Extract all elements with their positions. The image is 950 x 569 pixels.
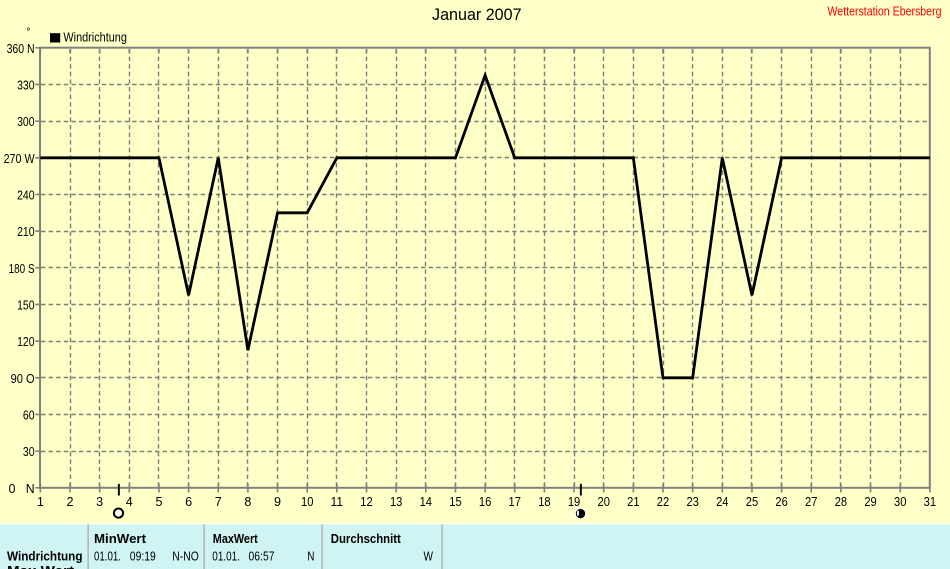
svg-text:14: 14 <box>420 495 432 509</box>
svg-text:17: 17 <box>509 495 521 509</box>
svg-text:31: 31 <box>924 495 936 509</box>
svg-text:13: 13 <box>390 495 402 509</box>
svg-text:7: 7 <box>215 495 222 509</box>
svg-text:°: ° <box>26 26 30 38</box>
svg-text:01.01.: 01.01. <box>212 549 240 563</box>
svg-text:8: 8 <box>244 495 251 509</box>
svg-text:Januar 2007: Januar 2007 <box>432 5 522 24</box>
svg-text:20: 20 <box>598 495 610 509</box>
svg-text:0 N: 0 N <box>9 482 35 496</box>
svg-text:1: 1 <box>37 495 44 509</box>
svg-text:60: 60 <box>23 409 35 423</box>
svg-text:06:57: 06:57 <box>249 549 275 563</box>
svg-text:29: 29 <box>864 495 876 509</box>
svg-text:25: 25 <box>746 495 758 509</box>
svg-text:01.01.: 01.01. <box>94 549 121 563</box>
svg-text:240: 240 <box>17 189 35 203</box>
svg-text:N: N <box>307 549 314 563</box>
svg-text:Windrichtung: Windrichtung <box>7 549 83 563</box>
svg-text:23: 23 <box>686 495 698 509</box>
svg-text:30: 30 <box>23 445 35 459</box>
svg-text:30: 30 <box>894 495 906 509</box>
svg-text:Windrichtung: Windrichtung <box>63 29 127 44</box>
svg-text:9: 9 <box>274 495 281 509</box>
svg-text:6: 6 <box>185 495 192 509</box>
svg-text:90 O: 90 O <box>11 372 35 386</box>
svg-text:Durchschnitt: Durchschnitt <box>331 532 402 546</box>
svg-text:12: 12 <box>360 495 372 509</box>
svg-text:19: 19 <box>568 495 580 509</box>
svg-text:210: 210 <box>17 225 35 239</box>
svg-text:120: 120 <box>17 335 35 349</box>
svg-text:180 S: 180 S <box>9 262 35 276</box>
svg-text:15: 15 <box>449 495 461 509</box>
svg-text:300: 300 <box>17 115 35 129</box>
svg-text:27: 27 <box>805 495 817 509</box>
svg-text:330: 330 <box>17 79 35 93</box>
svg-text:N-NO: N-NO <box>172 549 199 563</box>
svg-text:5: 5 <box>155 495 162 509</box>
svg-text:4: 4 <box>126 495 133 509</box>
svg-text:10: 10 <box>301 495 313 509</box>
svg-text:2: 2 <box>66 495 73 509</box>
svg-text:28: 28 <box>835 495 847 509</box>
svg-text:16: 16 <box>479 495 491 509</box>
svg-text:21: 21 <box>627 495 639 509</box>
svg-text:150: 150 <box>17 299 35 313</box>
svg-text:Wetterstation Ebersberg: Wetterstation Ebersberg <box>828 4 942 19</box>
svg-text:360 N: 360 N <box>7 42 35 56</box>
svg-text:270 W: 270 W <box>4 152 35 166</box>
svg-text:18: 18 <box>538 495 550 509</box>
svg-text:3: 3 <box>96 495 103 509</box>
svg-text:09:19: 09:19 <box>130 549 156 563</box>
svg-text:11: 11 <box>331 495 343 509</box>
svg-text:24: 24 <box>716 495 728 509</box>
svg-text:MaxWert: MaxWert <box>213 532 259 546</box>
svg-text:MinWert: MinWert <box>94 532 147 546</box>
svg-text:22: 22 <box>657 495 669 509</box>
svg-text:W: W <box>424 549 434 563</box>
svg-text:Max.Wert: Max.Wert <box>7 564 75 569</box>
svg-text:26: 26 <box>775 495 787 509</box>
